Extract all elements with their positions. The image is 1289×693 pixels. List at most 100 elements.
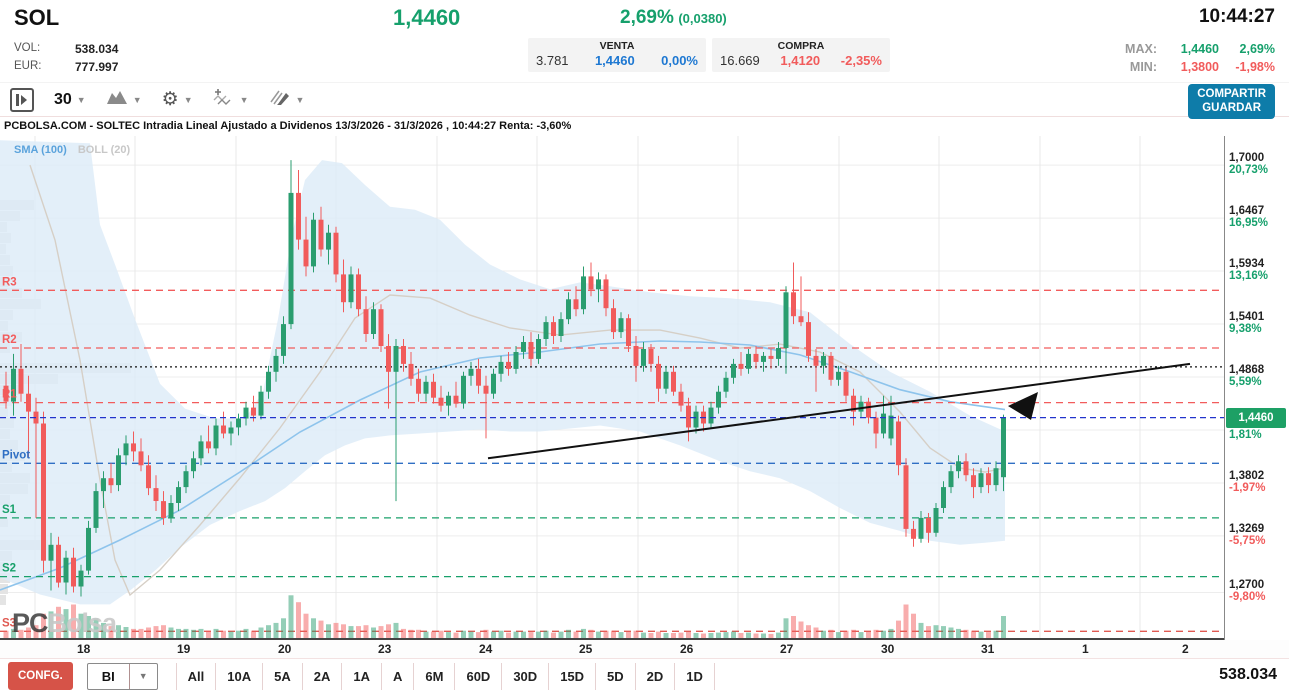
eur-value: 777.997	[75, 60, 119, 74]
chevron-down-icon: ▼	[76, 94, 86, 105]
period-button-6m[interactable]: 6M	[413, 662, 454, 690]
compra-box: COMPRA 16.669 1,4120 -2,35%	[712, 38, 890, 72]
interval-value: 30	[54, 90, 72, 108]
chevron-down-icon: ▼	[295, 94, 305, 105]
axis-pct-label: 1,81%	[1229, 429, 1262, 441]
vol-row: VOL: 538.034	[14, 42, 118, 56]
period-button-10a[interactable]: 10A	[215, 662, 262, 690]
period-button-1a[interactable]: 1A	[341, 662, 381, 690]
min-pct: -1,98%	[1235, 60, 1275, 74]
axis-price-label: 1,6467	[1229, 205, 1265, 217]
max-row: MAX: 1,4460 2,69%	[1119, 42, 1275, 56]
header: SOL 1,4460 2,69% (0,0380) 10:44:27 VOL: …	[0, 0, 1289, 82]
period-list: All 10A 5A 2A 1A A 6M 60D 30D 15D 5D 2D 1D	[175, 662, 715, 690]
chevron-down-icon: ▼	[128, 663, 157, 689]
change-pct: 2,69%	[620, 7, 674, 28]
config-button[interactable]: CONFG.	[8, 662, 73, 690]
svg-text:S1: S1	[2, 504, 17, 516]
share-label: COMPARTIR	[1197, 88, 1266, 100]
last-price-tag: 1,4460	[1226, 408, 1286, 428]
settings-gear-icon: ⚙	[161, 89, 179, 110]
axis-price-label: 1,7000	[1229, 152, 1265, 164]
min-price: 1,3800	[1180, 60, 1219, 74]
x-axis-strip: 18 19 20 23 24 25 26 27 30 31 1 2	[0, 640, 1289, 659]
chart-area[interactable]: SMA (100) BOLL (20) PCBolsa R3 R2 R1 Pivot S…	[0, 136, 1289, 640]
mode-value: BI	[101, 668, 115, 684]
period-button-1d[interactable]: 1D	[674, 662, 715, 690]
mode-selector[interactable]: BI ▼	[86, 662, 158, 690]
chevron-down-icon: ▼	[183, 94, 193, 105]
vol-value: 538.034	[75, 42, 119, 56]
x-axis-label: 24	[479, 642, 493, 656]
price-plot[interactable]: R3 R2 R1 Pivot S1 S2 S3	[0, 136, 1224, 645]
period-button-5a[interactable]: 5A	[262, 662, 302, 690]
x-axis-label: 30	[881, 642, 895, 656]
clock: 10:44:27	[1198, 6, 1275, 27]
axis-price-label: 1,2700	[1229, 579, 1265, 591]
save-label: GUARDAR	[1202, 102, 1261, 115]
add-indicator-button[interactable]: ▼	[213, 88, 249, 111]
eur-label: EUR:	[14, 60, 42, 72]
right-price-axis[interactable]: 1,7000 20,73% 1,6467 16,95% 1,5934 13,16% 1,54…	[1224, 136, 1289, 640]
chevron-down-icon: ▼	[239, 94, 249, 105]
axis-price-label: 1,5934	[1229, 258, 1265, 270]
period-button-60d[interactable]: 60D	[454, 662, 501, 690]
axis-pct-label: 13,16%	[1229, 270, 1269, 282]
x-axis-label: 1	[1082, 642, 1089, 656]
bottom-toolbar: CONFG. BI ▼ All 10A 5A 2A 1A A 6M 60D 30D 15D 5D 2D…	[0, 659, 1289, 693]
chart-type-selector[interactable]: ▼	[106, 89, 142, 110]
compra-price: 1,4120	[780, 53, 821, 68]
svg-text:Pivot: Pivot	[2, 449, 30, 461]
period-button-15d[interactable]: 15D	[548, 662, 595, 690]
min-row: MIN: 1,3800 -1,98%	[1119, 60, 1275, 74]
x-axis-label: 23	[378, 642, 392, 656]
max-pct: 2,69%	[1239, 42, 1275, 56]
draw-tools-icon	[269, 88, 291, 111]
x-axis-label: 25	[579, 642, 593, 656]
chart-type-icon	[106, 89, 128, 110]
x-axis-label: 20	[278, 642, 292, 656]
interval-selector[interactable]: 30 ▼	[54, 91, 86, 109]
axis-price-label: 1,4868	[1229, 364, 1265, 376]
axis-pct-label: -9,80%	[1229, 591, 1266, 603]
panel-toggle-button[interactable]	[10, 87, 34, 112]
period-button-a[interactable]: A	[381, 662, 413, 690]
axis-pct-label: 9,38%	[1229, 323, 1262, 335]
settings-button[interactable]: ⚙ ▼	[162, 90, 193, 109]
vol-label: VOL:	[14, 42, 41, 54]
venta-pct: 0,00%	[661, 53, 698, 68]
symbol-title: SOL	[14, 5, 60, 30]
axis-price-label: 1,5401	[1229, 311, 1265, 323]
x-axis-label: 27	[780, 642, 794, 656]
chart-title: PCBOLSA.COM - SOLTEC Intradia Lineal Aju…	[0, 116, 1289, 136]
axis-pct-label: -1,97%	[1229, 482, 1266, 494]
period-button-5d[interactable]: 5D	[595, 662, 635, 690]
period-button-2d[interactable]: 2D	[634, 662, 675, 690]
svg-text:S2: S2	[2, 563, 16, 575]
draw-tools-button[interactable]: ▼	[269, 88, 305, 111]
period-button-30d[interactable]: 30D	[501, 662, 548, 690]
share-save-button[interactable]: COMPARTIR GUARDAR	[1188, 84, 1275, 119]
period-button-2a[interactable]: 2A	[301, 662, 342, 690]
axis-price-label: 1,3802	[1229, 470, 1265, 482]
x-axis-label: 26	[680, 642, 694, 656]
compra-pct: -2,35%	[840, 53, 882, 68]
axis-price-label: 1,3269	[1229, 523, 1265, 535]
venta-label: VENTA	[599, 40, 635, 52]
venta-box: VENTA 3.781 1,4460 0,00%	[528, 38, 706, 72]
period-button-all[interactable]: All	[175, 662, 216, 690]
chart-toolbar: 30 ▼ ▼ ⚙ ▼ ▼ ▼ COMPARTIR GUA	[0, 82, 1289, 119]
x-axis-label: 19	[177, 642, 191, 656]
venta-qty: 3.781	[536, 53, 569, 68]
svg-text:S3: S3	[2, 617, 16, 629]
change-abs: (0,0380)	[678, 11, 727, 26]
svg-text:R2: R2	[2, 334, 17, 346]
last-price: 1,4460	[393, 5, 461, 30]
add-indicator-icon	[213, 88, 235, 111]
venta-price: 1,4460	[594, 53, 635, 68]
x-axis-label: 18	[77, 642, 91, 656]
max-label: MAX:	[1125, 42, 1157, 56]
x-axis-label: 2	[1182, 642, 1189, 656]
x-axis-label: 31	[981, 642, 995, 656]
axis-pct-label: -5,75%	[1229, 535, 1266, 547]
